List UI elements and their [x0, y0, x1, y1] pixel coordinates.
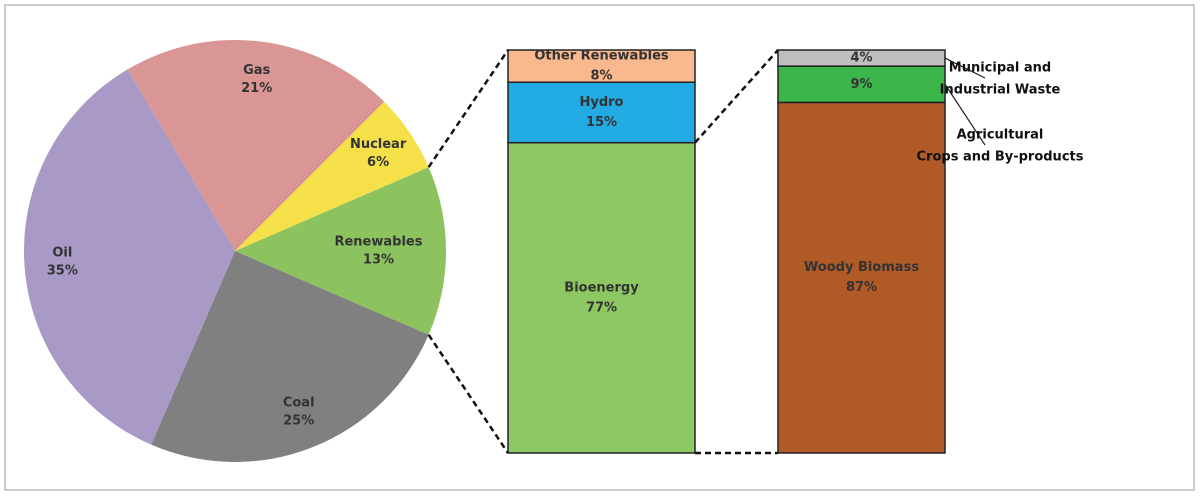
slice-value: 13%	[363, 253, 394, 268]
pie-slice	[235, 101, 429, 251]
slice-label: Coal	[283, 395, 315, 410]
slice-value: 35%	[47, 263, 78, 278]
segment-value: 9%	[850, 77, 872, 92]
connector	[694, 49, 779, 144]
bar-segment	[777, 65, 946, 104]
pie-slice	[24, 69, 236, 445]
slice-label: Gas	[243, 63, 270, 78]
bar-segment	[507, 49, 696, 83]
segment-value: 4%	[850, 51, 872, 66]
pie-slice	[151, 251, 429, 462]
frame	[4, 4, 1195, 491]
segment-label: Bioenergy	[564, 280, 639, 295]
bar-segment	[777, 101, 946, 454]
bar-segment	[507, 81, 696, 144]
segment-value: 8%	[590, 69, 612, 84]
leader-line	[944, 83, 986, 146]
segment-label: Other Renewables	[534, 49, 669, 64]
pie-slice	[235, 167, 447, 335]
connector	[427, 334, 510, 454]
slice-value: 6%	[367, 155, 389, 170]
pie-slice	[127, 40, 385, 251]
segment-label: Woody Biomass	[804, 260, 919, 275]
slice-label: Renewables	[334, 235, 422, 250]
segment-value: 87%	[846, 280, 877, 295]
slice-label: Nuclear	[350, 137, 407, 152]
leader-line	[944, 57, 986, 79]
segment-label: Crops and By-products	[917, 150, 1084, 165]
segment-label: Agricultural	[957, 128, 1044, 143]
segment-label: Industrial Waste	[940, 83, 1061, 98]
segment-value: 77%	[586, 300, 617, 315]
bar-segment	[507, 141, 696, 454]
connector	[427, 49, 510, 168]
segment-label: Hydro	[579, 95, 623, 110]
slice-value: 25%	[283, 413, 314, 428]
segment-value: 15%	[586, 115, 617, 130]
slice-value: 21%	[241, 81, 272, 96]
slice-label: Oil	[52, 245, 72, 260]
segment-label: Municipal and	[949, 61, 1051, 76]
